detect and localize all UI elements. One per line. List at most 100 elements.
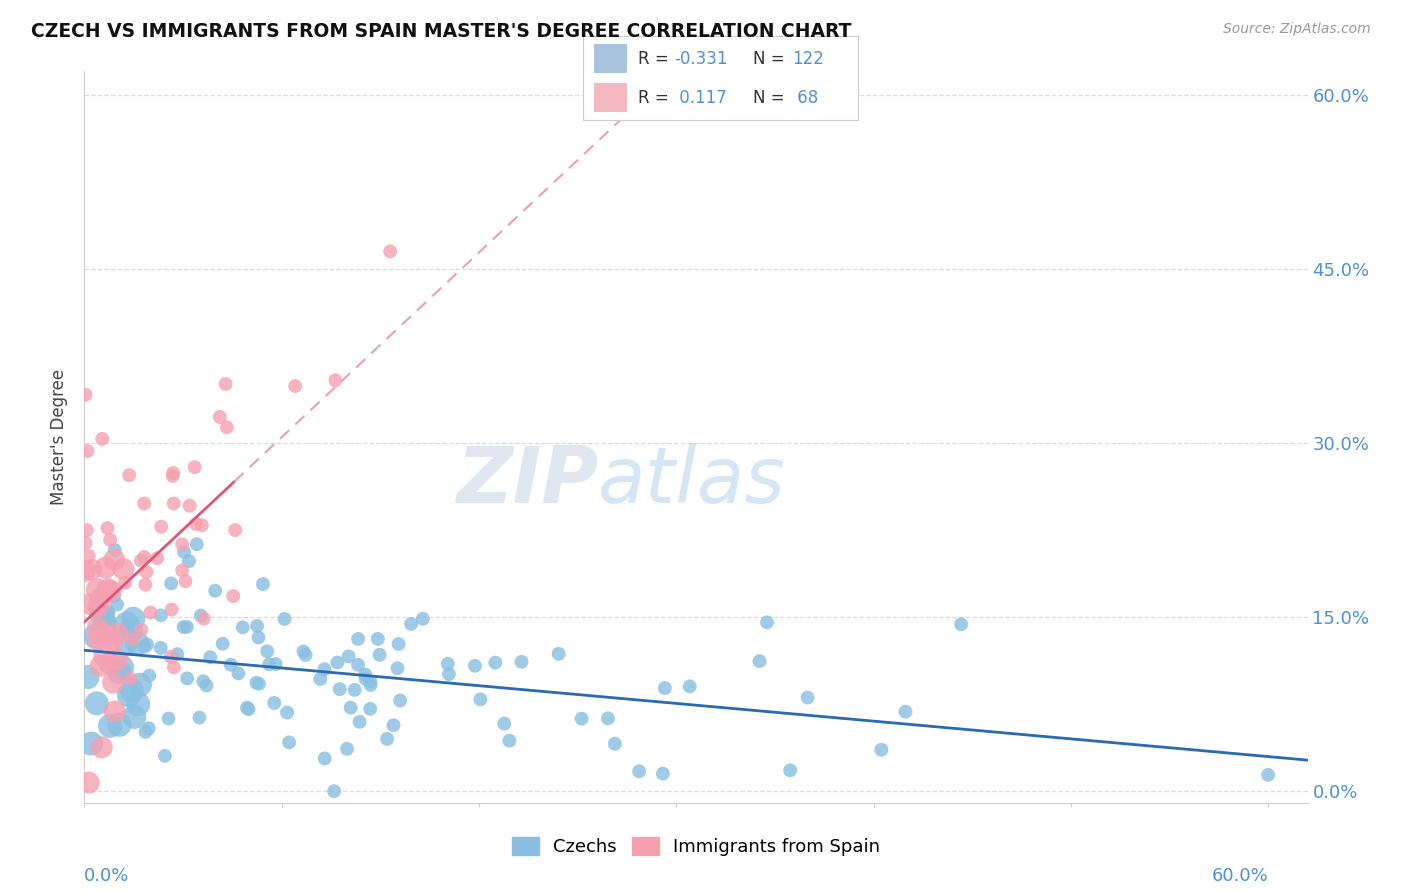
Point: [276, 706, 298, 720]
Point: [382, 718, 405, 732]
Point: [870, 743, 893, 757]
Point: [104, 705, 127, 719]
Point: [208, 409, 231, 424]
Point: [157, 712, 180, 726]
Point: [191, 518, 214, 533]
Point: [138, 721, 160, 735]
Point: [112, 562, 135, 576]
Point: [464, 658, 486, 673]
Point: [264, 657, 287, 672]
Point: [75, 388, 97, 402]
Point: [173, 620, 195, 634]
Point: [105, 598, 128, 612]
Point: [162, 468, 184, 483]
Point: [139, 606, 162, 620]
Text: 0.0%: 0.0%: [84, 867, 129, 885]
Point: [367, 632, 389, 646]
Point: [94, 615, 117, 630]
Point: [96, 521, 118, 535]
Point: [343, 682, 366, 697]
Point: [134, 549, 156, 564]
Point: [314, 751, 336, 765]
Point: [679, 680, 702, 694]
Point: [90, 658, 112, 673]
Point: [603, 737, 626, 751]
Point: [326, 656, 349, 670]
Point: [204, 583, 226, 598]
Point: [96, 582, 118, 596]
Point: [104, 543, 127, 558]
Point: [107, 626, 129, 640]
Point: [380, 244, 402, 259]
Point: [134, 577, 156, 591]
Point: [166, 647, 188, 661]
Point: [86, 696, 108, 710]
Point: [211, 637, 233, 651]
Point: [86, 592, 108, 607]
Point: [238, 702, 260, 716]
Point: [79, 597, 101, 611]
Point: [484, 656, 506, 670]
Point: [120, 672, 142, 686]
Text: atlas: atlas: [598, 443, 786, 519]
Point: [748, 654, 770, 668]
Point: [894, 705, 917, 719]
Point: [389, 693, 412, 707]
Point: [387, 661, 409, 675]
Point: [337, 649, 360, 664]
Point: [399, 616, 422, 631]
Point: [246, 619, 269, 633]
Point: [257, 657, 280, 672]
Point: [309, 672, 332, 686]
Point: [950, 617, 973, 632]
Point: [98, 630, 121, 644]
Point: [75, 536, 97, 550]
Point: [80, 737, 103, 751]
Point: [162, 466, 184, 480]
Point: [98, 657, 121, 671]
Point: [76, 444, 98, 458]
Point: [77, 775, 100, 789]
Point: [98, 533, 121, 547]
Point: [222, 589, 245, 603]
Point: [273, 612, 295, 626]
Text: N =: N =: [754, 50, 790, 68]
Point: [176, 671, 198, 685]
Point: [108, 718, 131, 732]
Point: [87, 599, 110, 614]
Bar: [595, 83, 627, 112]
Point: [97, 606, 120, 620]
Point: [494, 716, 516, 731]
Point: [73, 564, 96, 578]
Point: [83, 629, 105, 643]
Point: [200, 650, 222, 665]
Point: [294, 648, 316, 662]
Point: [138, 668, 160, 682]
Point: [100, 583, 122, 598]
Point: [134, 640, 156, 654]
Point: [170, 537, 193, 551]
Point: [347, 632, 370, 646]
Text: 0.117: 0.117: [673, 88, 727, 106]
Point: [150, 519, 173, 533]
Point: [127, 636, 149, 650]
Point: [108, 665, 131, 679]
Point: [278, 735, 301, 749]
Point: [359, 702, 381, 716]
Point: [91, 628, 114, 642]
Point: [134, 497, 156, 511]
Point: [163, 660, 186, 674]
Point: [131, 623, 153, 637]
Point: [93, 648, 115, 663]
Point: [121, 632, 143, 647]
Point: [122, 710, 145, 724]
Point: [498, 733, 520, 747]
Point: [190, 608, 212, 623]
Point: [188, 710, 211, 724]
Point: [354, 672, 377, 686]
Point: [111, 660, 134, 674]
Point: [107, 653, 129, 667]
Point: [292, 644, 315, 658]
Point: [115, 616, 138, 631]
Point: [122, 612, 145, 626]
